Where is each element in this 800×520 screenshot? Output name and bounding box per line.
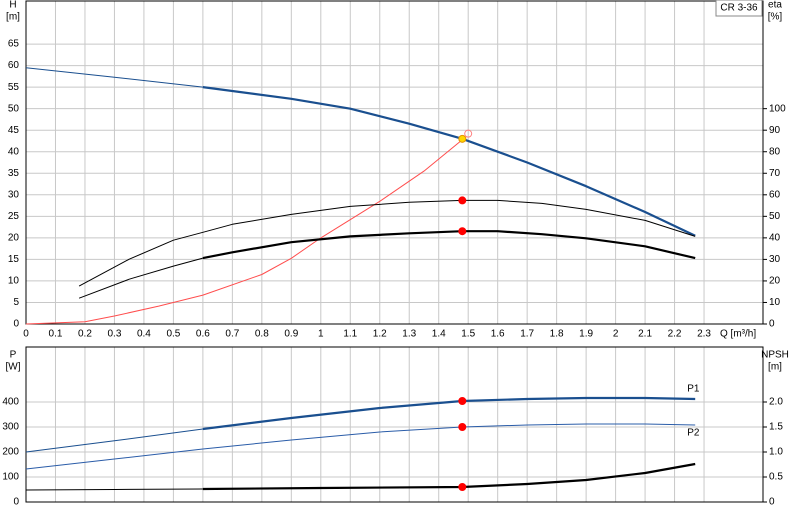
y-tick-label: 5 xyxy=(13,297,19,308)
title-box xyxy=(715,0,763,17)
y-tick-label: 15 xyxy=(8,254,20,265)
y-axis-label: H xyxy=(9,0,16,11)
y-tick-label: 0 xyxy=(13,497,19,508)
curve xyxy=(25,488,203,491)
y2-axis-label: NPSH xyxy=(761,350,789,361)
duty-point xyxy=(464,129,473,138)
y-tick-label: 400 xyxy=(2,397,19,408)
curve xyxy=(25,139,463,325)
y2-tick-label: 0.5 xyxy=(769,472,783,483)
x-tick-label: 2.2 xyxy=(668,329,682,340)
x-tick-label: 1.9 xyxy=(579,329,593,340)
chart-title: CR 3-36 xyxy=(720,3,758,14)
y2-axis-label: eta xyxy=(768,0,782,11)
x-tick-label: 0.7 xyxy=(225,329,239,340)
x-tick-label: 0.8 xyxy=(255,329,269,340)
x-tick-label: 1.1 xyxy=(343,329,357,340)
y2-tick-label: 60 xyxy=(769,189,781,200)
y-tick-label: 40 xyxy=(8,146,20,157)
plot-frame xyxy=(25,346,764,503)
y2-tick-label: 0 xyxy=(769,319,775,330)
x-tick-label: 0.3 xyxy=(107,329,121,340)
duty-point xyxy=(458,227,467,236)
x-tick-label: 1.7 xyxy=(520,329,534,340)
y2-tick-label: 70 xyxy=(769,168,781,179)
curve xyxy=(25,423,696,470)
y2-tick-label: 10 xyxy=(769,297,781,308)
duty-point xyxy=(458,397,467,405)
x-tick-label: 2.1 xyxy=(638,329,652,340)
duty-point xyxy=(458,423,467,431)
curve xyxy=(202,396,696,431)
y-tick-label: 20 xyxy=(8,233,20,244)
y-axis-label: P xyxy=(10,350,17,361)
y2-tick-label: 1.5 xyxy=(769,422,783,433)
y2-tick-label: 1.0 xyxy=(769,447,783,458)
y-tick-label: 35 xyxy=(8,168,20,179)
y2-tick-label: 20 xyxy=(769,276,781,287)
x-tick-label: 1.4 xyxy=(432,329,446,340)
y2-tick-label: 50 xyxy=(769,211,781,222)
x-tick-label: 1.5 xyxy=(461,329,475,340)
y2-axis-unit: [m] xyxy=(768,362,782,373)
x-tick-label: 1.8 xyxy=(550,329,564,340)
x-tick-label: 0 xyxy=(23,329,29,340)
x-tick-label: 0.9 xyxy=(284,329,298,340)
duty-point xyxy=(458,483,467,491)
y-tick-label: 30 xyxy=(8,189,20,200)
duty-point xyxy=(458,134,467,143)
y2-axis-unit: [%] xyxy=(768,12,783,23)
y-tick-label: 45 xyxy=(8,125,20,136)
y-tick-label: 0 xyxy=(13,319,19,330)
y2-tick-label: 40 xyxy=(769,233,781,244)
curve xyxy=(78,199,696,287)
y-tick-label: 100 xyxy=(2,472,19,483)
x-tick-label: 1.6 xyxy=(491,329,505,340)
duty-point xyxy=(458,196,467,205)
x-axis-label: Q [m³/h] xyxy=(720,329,756,340)
curve xyxy=(78,257,204,299)
series-label: P2 xyxy=(687,428,700,439)
x-tick-label: 0.4 xyxy=(137,329,151,340)
curve xyxy=(25,67,203,88)
x-tick-label: 0.1 xyxy=(49,329,63,340)
y-axis-unit: [m] xyxy=(6,12,20,23)
x-tick-label: 0.2 xyxy=(78,329,92,340)
curve xyxy=(202,462,696,491)
x-tick-label: 0.5 xyxy=(166,329,180,340)
y2-tick-label: 2.0 xyxy=(769,397,783,408)
series-label: P1 xyxy=(687,384,700,395)
y-tick-label: 10 xyxy=(8,276,20,287)
y2-tick-label: 80 xyxy=(769,146,781,157)
curve xyxy=(25,428,203,453)
y-tick-label: 55 xyxy=(8,82,20,93)
y2-tick-label: 90 xyxy=(769,125,781,136)
x-tick-label: 1.2 xyxy=(373,329,387,340)
y-tick-label: 200 xyxy=(2,447,19,458)
y-axis-unit: [W] xyxy=(6,362,21,373)
x-tick-label: 2 xyxy=(613,329,619,340)
plot-frame xyxy=(25,0,764,325)
y-tick-label: 25 xyxy=(8,211,20,222)
y2-tick-label: 0 xyxy=(769,497,775,508)
y-tick-label: 300 xyxy=(2,422,19,433)
y-tick-label: 60 xyxy=(8,60,20,71)
x-tick-label: 1 xyxy=(318,329,324,340)
x-tick-label: 1.3 xyxy=(402,329,416,340)
x-tick-label: 0.6 xyxy=(196,329,210,340)
x-tick-label: 2.3 xyxy=(697,329,711,340)
y2-tick-label: 30 xyxy=(769,254,781,265)
y-tick-label: 65 xyxy=(8,39,20,50)
y-tick-label: 50 xyxy=(8,103,20,114)
y2-tick-label: 100 xyxy=(769,103,786,114)
